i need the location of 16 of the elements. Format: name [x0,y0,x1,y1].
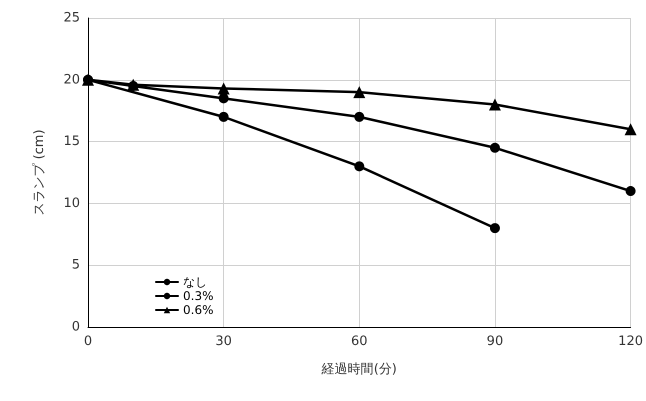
x-tick-label: 30 [215,334,232,349]
x-tick-label: 60 [351,334,368,349]
y-tick-label: 10 [63,196,80,211]
y-tick-label: 15 [63,134,80,150]
x-tick-label: 120 [618,334,644,349]
y-axis-title: スランプ (cm) [32,129,47,216]
y-tick-label: 5 [72,258,80,273]
x-axis-title: 経過時間(分) [320,362,397,377]
legend-label: 0.6% [183,303,214,317]
y-tick-label: 20 [63,72,80,88]
legend-label: 0.3% [183,289,214,303]
y-tick-label: 0 [72,320,80,334]
x-tick-label: 90 [486,334,504,349]
legend-label: なし [183,275,207,289]
x-tick-label: 0 [84,334,92,349]
y-tick-label: 25 [63,10,80,26]
